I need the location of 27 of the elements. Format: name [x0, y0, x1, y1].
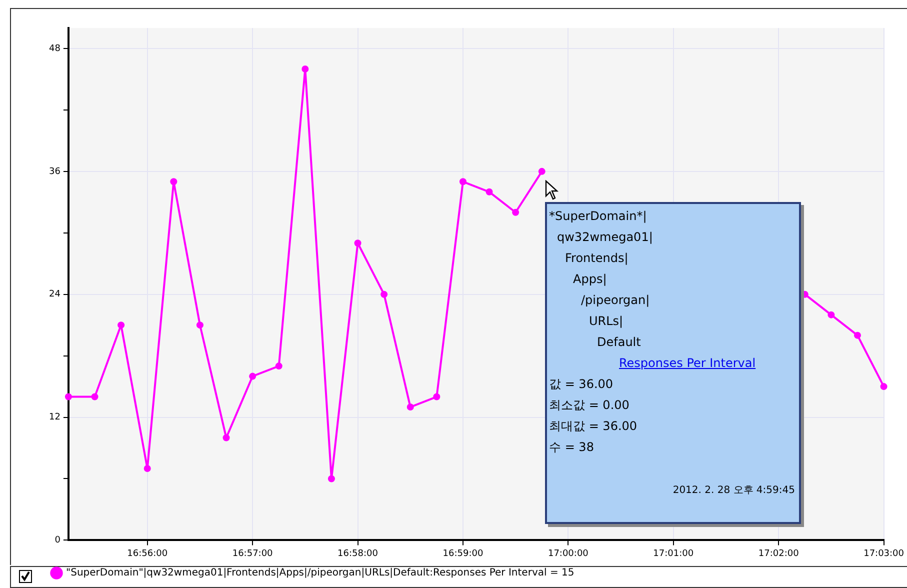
annotation: 수 = 38: [549, 439, 595, 456]
y-tick-label: 24: [49, 290, 61, 300]
annotation: URLs|: [588, 313, 624, 330]
annotation: 최대값 = 36.00: [549, 418, 638, 435]
annotation: *SuperDomain*|: [549, 208, 648, 225]
x-tick-label: 17:00:00: [548, 548, 589, 559]
annotation: Apps|: [572, 271, 608, 288]
x-tick-label: 17:03:00: [864, 548, 904, 559]
annotation: Responses Per Interval: [618, 355, 757, 372]
y-tick-label: 48: [49, 44, 61, 54]
x-tick-label: 17:01:00: [653, 548, 694, 559]
y-tick-label: 12: [49, 412, 60, 423]
annotation: Frontends|: [564, 250, 630, 267]
annotation: qw32wmega01|: [556, 229, 654, 246]
annotation: Default: [596, 334, 642, 351]
x-tick-label: 16:58:00: [338, 548, 378, 559]
x-tick-label: 16:59:00: [442, 548, 484, 559]
y-tick-label: 0: [54, 536, 61, 546]
annotation: 값 = 36.00: [549, 376, 614, 393]
x-tick-label: 17:02:00: [758, 548, 800, 559]
x-tick-label: 16:56:00: [127, 548, 168, 559]
annotation: 2012. 2. 28 오후 4:59:45: [672, 484, 795, 498]
annotation: 최소값 = 0.00: [549, 397, 630, 414]
legend-label: "SuperDomain"|qw32wmega01|Frontends|Apps|/pipeorgan|URLs|Default:Responses Per Interval = 15: [66, 568, 574, 579]
y-tick-label: 36: [49, 166, 61, 177]
x-tick-label: 16:57:00: [232, 548, 274, 559]
annotation: /pipeorgan|: [580, 292, 651, 309]
